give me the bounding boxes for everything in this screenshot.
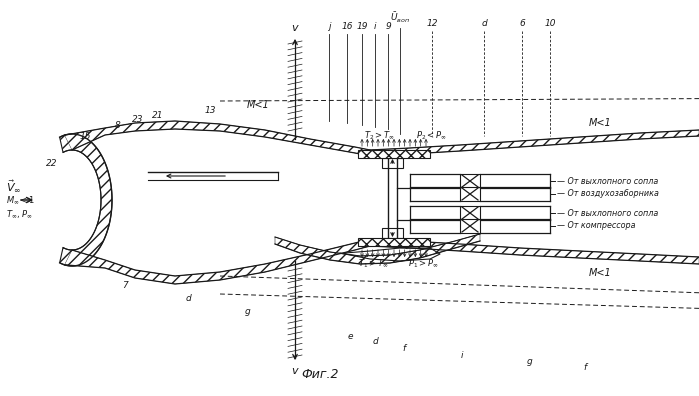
Text: 10: 10 xyxy=(545,19,556,28)
Text: 23: 23 xyxy=(132,115,144,124)
Text: 22: 22 xyxy=(46,159,58,168)
Text: 12: 12 xyxy=(426,19,438,28)
Bar xyxy=(460,187,480,201)
Text: j: j xyxy=(328,22,330,31)
Text: 15: 15 xyxy=(79,132,91,141)
Text: M<1: M<1 xyxy=(589,118,612,128)
Text: — От выхлопного сопла: — От выхлопного сопла xyxy=(557,209,658,217)
Text: 21: 21 xyxy=(152,111,164,120)
Text: $P_2<P_\infty$: $P_2<P_\infty$ xyxy=(416,129,447,141)
Text: 7: 7 xyxy=(122,281,128,290)
Text: v: v xyxy=(291,366,298,376)
Bar xyxy=(358,238,430,246)
Text: d: d xyxy=(372,337,378,346)
Polygon shape xyxy=(59,134,112,266)
Text: d: d xyxy=(185,294,191,303)
Text: Фиг.2: Фиг.2 xyxy=(301,368,339,381)
Text: i: i xyxy=(461,351,463,360)
Text: — От воздухозаборника: — От воздухозаборника xyxy=(557,190,659,198)
Text: 16: 16 xyxy=(341,22,353,31)
Text: 8: 8 xyxy=(115,121,121,130)
Text: f: f xyxy=(403,344,405,353)
Text: $T_\infty,\,P_\infty$: $T_\infty,\,P_\infty$ xyxy=(6,208,34,220)
Text: $P_1>P_\infty$: $P_1>P_\infty$ xyxy=(408,257,438,270)
Text: M<1: M<1 xyxy=(589,268,612,278)
Text: f: f xyxy=(584,363,586,372)
Text: 13: 13 xyxy=(204,106,216,115)
Polygon shape xyxy=(370,130,699,156)
Text: g: g xyxy=(245,307,251,316)
Text: — От компрессора: — От компрессора xyxy=(557,221,635,230)
Text: $M_\infty<1$: $M_\infty<1$ xyxy=(6,194,35,206)
Text: d: d xyxy=(481,19,487,28)
Text: i: i xyxy=(374,22,376,31)
Polygon shape xyxy=(64,239,370,284)
Text: g: g xyxy=(527,357,533,366)
Text: M<1: M<1 xyxy=(247,100,269,110)
Text: — От выхлопного сопла: — От выхлопного сопла xyxy=(557,177,658,185)
Text: $\vec{V}_\infty$: $\vec{V}_\infty$ xyxy=(6,178,22,194)
Text: 19: 19 xyxy=(356,22,368,31)
Text: $T_1>T_\infty$: $T_1>T_\infty$ xyxy=(358,257,389,270)
Text: v: v xyxy=(291,23,298,33)
Bar xyxy=(460,174,480,188)
Text: 6: 6 xyxy=(519,19,525,28)
Text: e: e xyxy=(347,332,353,341)
Text: $\bar{U}_{воп}$: $\bar{U}_{воп}$ xyxy=(390,11,410,25)
Bar xyxy=(382,228,403,238)
Text: 9: 9 xyxy=(385,22,391,31)
Polygon shape xyxy=(275,234,480,264)
Polygon shape xyxy=(64,121,370,156)
Text: $T_2>T_\infty$: $T_2>T_\infty$ xyxy=(364,129,395,141)
Bar xyxy=(382,158,403,168)
Polygon shape xyxy=(370,239,699,264)
Bar xyxy=(460,206,480,220)
Bar xyxy=(460,219,480,233)
Bar xyxy=(358,150,430,158)
